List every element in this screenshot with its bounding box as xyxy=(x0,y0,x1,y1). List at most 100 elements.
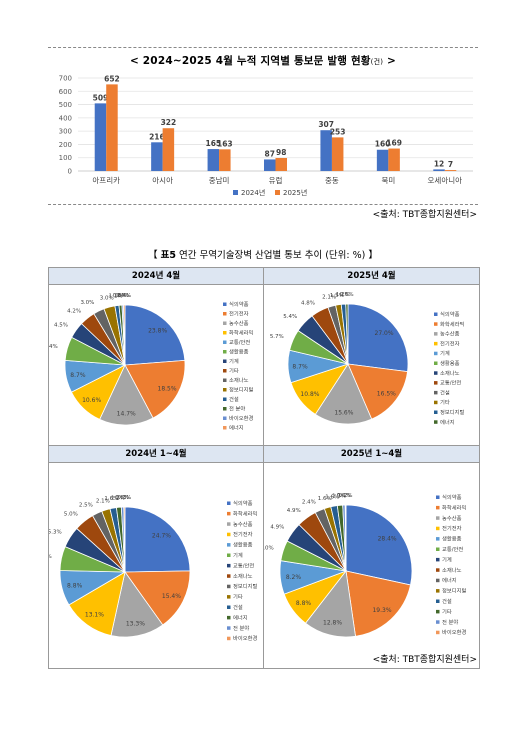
bar-2025 xyxy=(444,170,457,171)
pie-legend-label: 화학세라믹 xyxy=(440,320,464,328)
pie-title-2025-jan-apr: 2025년 1~4월 xyxy=(264,446,479,463)
bar-2024 xyxy=(151,142,163,171)
bar-value-label: 12 xyxy=(434,159,444,168)
pie-legend-label: 건설 xyxy=(233,603,243,611)
pie-chart-2024-apr: 23.8% 18.5% 14.7% 10.6% 8.7% 6.4% 4.5% 4.2% 3.0%… xyxy=(49,293,253,431)
pie-legend-swatch xyxy=(223,416,227,420)
pie-legend-swatch xyxy=(223,369,227,373)
x-tick-label: 북미 xyxy=(381,176,395,185)
x-tick-label: 중동 xyxy=(325,176,339,185)
table-title: 【 표5 연간 무역기술장벽 산업별 통보 추이 (단위: %) 】 xyxy=(148,250,378,261)
pie-legend-label: 기타 xyxy=(229,367,239,375)
pie-legend-label: 소재나노 xyxy=(442,566,462,574)
pie-legend-label: 정보디지털 xyxy=(440,408,464,416)
pie-outer-label: 0.3% xyxy=(117,495,131,501)
pie-legend-swatch xyxy=(436,537,440,541)
pie-legend-swatch xyxy=(227,574,231,578)
pie-legend-label: 기계 xyxy=(229,357,239,365)
pie-legend-swatch xyxy=(434,351,438,356)
pie-legend-label: 건설 xyxy=(442,597,452,605)
pie-value-label: 13.1% xyxy=(85,612,104,619)
pie-outer-label: 4.2% xyxy=(67,308,81,314)
pie-legend-swatch xyxy=(436,495,440,499)
legend-label: 2024년 xyxy=(241,188,265,197)
pie-chart-2025-apr: 27.0% 16.5% 15.6% 10.8% 8.7% 5.7% 5.4% 4.8% 2.1%… xyxy=(270,292,465,426)
pie-legend-swatch xyxy=(434,322,438,326)
pie-legend-label: 생활용품 xyxy=(233,541,253,549)
pie-legend-swatch xyxy=(434,420,438,424)
pie-legend-label: 소재나노 xyxy=(229,376,249,384)
pie-legend-label: 정보디지털 xyxy=(233,582,257,590)
pie-legend-label: 바이오환경 xyxy=(442,628,466,636)
pie-legend-swatch xyxy=(223,340,227,344)
pie-outer-label: 1.5% xyxy=(330,293,344,299)
pie-value-label: 19.3% xyxy=(372,607,391,614)
pie-value-label: 8.7% xyxy=(70,372,86,379)
pie-slice xyxy=(314,363,373,425)
x-tick-label: 오세아니아 xyxy=(428,175,463,185)
pie-legend-swatch xyxy=(434,312,438,316)
pie-slice xyxy=(124,304,186,366)
pie-legend-swatch xyxy=(223,397,227,401)
pie-legend-swatch xyxy=(436,620,440,624)
bar-value-label: 160 xyxy=(375,140,391,149)
pie-chart-2025-jan-apr: 28.4%19.3%12.8%8.8%8.2%5.0%4.9%4.9%2.4%1… xyxy=(264,493,466,638)
bar-2024 xyxy=(264,159,276,171)
source-note-2: <출처: TBT종합지원센터> xyxy=(372,655,477,665)
pie-legend-label: 전기전자 xyxy=(229,310,249,318)
pie-legend-label: 전 분야 xyxy=(233,624,249,632)
pie-outer-label: 6.0% xyxy=(49,554,52,560)
pie-value-label: 8.8% xyxy=(296,600,312,607)
pie-legend-label: 화학세라믹 xyxy=(229,329,253,337)
pie-legend-label: 기타 xyxy=(233,593,243,601)
pie-legend-label: 생활용품 xyxy=(442,535,462,543)
pie-legend-label: 기계 xyxy=(233,551,243,559)
pie-outer-label: 2.1% xyxy=(322,295,336,301)
bar-2024 xyxy=(207,149,220,171)
pie-legend-swatch xyxy=(434,390,438,395)
pie-outer-label: 0.6% xyxy=(337,493,351,499)
bar-value-label: 169 xyxy=(386,139,402,148)
pie-legend-swatch xyxy=(227,543,231,547)
bar-value-label: 7 xyxy=(448,160,453,169)
pie-outer-label: 3.0% xyxy=(80,300,94,306)
pie-legend-label: 농수산품 xyxy=(442,514,462,522)
pie-outer-label: 1.3% xyxy=(332,493,346,499)
pie-legend-swatch xyxy=(227,584,231,589)
bar-2025 xyxy=(106,84,118,171)
bar-chart: 0 100 200 300 400 500 600 700 509 652 아프리카 216 322 아시… xyxy=(59,74,473,197)
pie-legend-swatch xyxy=(223,378,227,382)
pie-legend-label: 전기전자 xyxy=(442,524,462,532)
bar-value-label: 322 xyxy=(161,118,177,127)
bar-value-label: 165 xyxy=(205,139,221,148)
pie-legend-swatch xyxy=(223,321,227,325)
legend-swatch xyxy=(275,190,280,195)
y-tick-label: 400 xyxy=(59,114,72,122)
pie-outer-label: 1.2% xyxy=(111,495,125,501)
pie-slice xyxy=(123,506,126,573)
pie-legend-swatch xyxy=(436,599,440,603)
pie-legend-label: 교통/안전 xyxy=(440,380,461,387)
pie-value-label: 10.8% xyxy=(300,391,319,398)
y-tick-label: 300 xyxy=(59,128,72,136)
pie-legend-swatch xyxy=(223,407,227,411)
bar-value-label: 98 xyxy=(276,148,286,157)
pie-legend-swatch xyxy=(436,526,440,531)
bar-value-label: 509 xyxy=(93,93,109,102)
pie-value-label: 18.5% xyxy=(158,386,177,393)
pie-legend-swatch xyxy=(434,410,438,414)
pie-legend-swatch xyxy=(436,589,440,593)
pie-legend-label: 건설 xyxy=(440,388,450,396)
pie-outer-label: 0.2% xyxy=(339,493,353,499)
bar-chart-title: < 2024~2025 4월 누적 지역별 통보문 발행 현황(건) > xyxy=(129,55,397,67)
pie-legend-label: 전 분야 xyxy=(229,405,245,413)
pie-legend-label: 전 분야 xyxy=(442,618,458,626)
pie-legend-label: 교통/안전 xyxy=(442,546,463,553)
pie-legend-swatch xyxy=(436,547,440,551)
pie-legend-label: 정보디지털 xyxy=(229,386,253,394)
pie-legend-swatch xyxy=(227,532,231,537)
x-tick-label: 아시아 xyxy=(152,175,173,185)
pie-legend-swatch xyxy=(436,630,440,635)
pie-legend-swatch xyxy=(223,350,227,354)
pie-outer-label: 5.3% xyxy=(49,530,62,536)
